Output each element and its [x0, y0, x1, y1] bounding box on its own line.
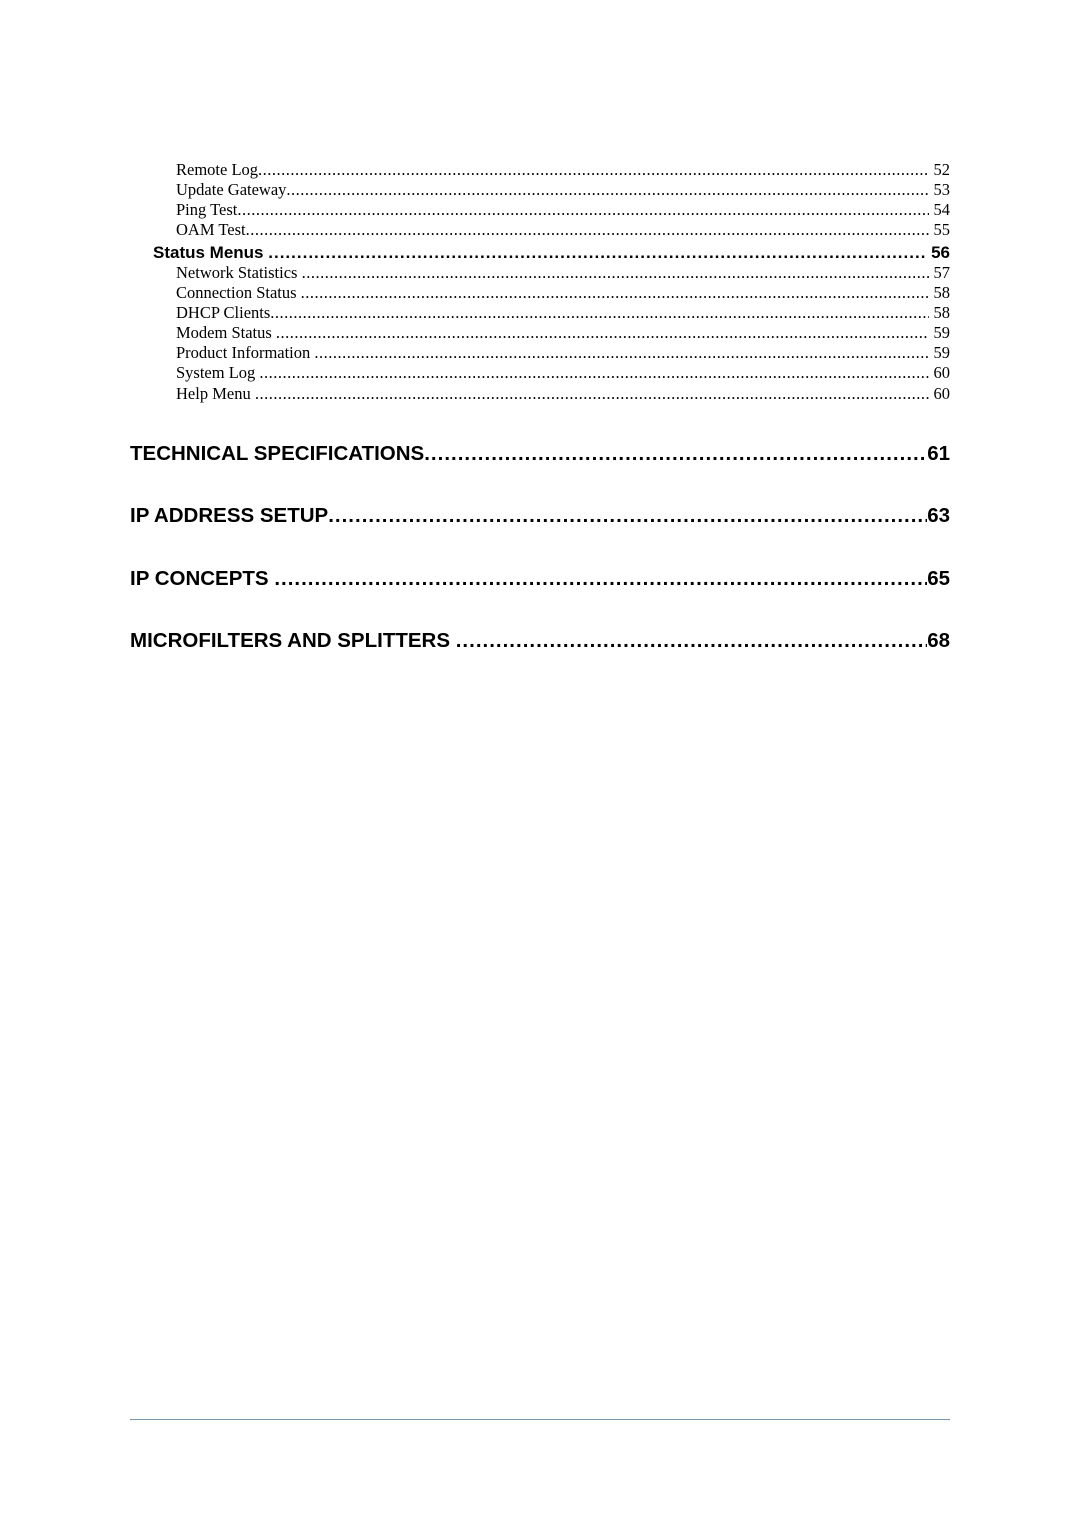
- toc-leader: ........................................…: [268, 242, 926, 263]
- footer-divider: [130, 1419, 950, 1420]
- toc-entry: Remote Log .............................…: [176, 160, 950, 180]
- toc-leader: ........................................…: [424, 442, 927, 467]
- toc-entry: Modem Status ...........................…: [176, 323, 950, 343]
- toc-label: Ping Test: [176, 200, 237, 220]
- toc-leader: ........................................…: [301, 283, 930, 303]
- toc-leader: ........................................…: [328, 504, 927, 529]
- toc-leader: ........................................…: [314, 343, 929, 363]
- toc-label: MICROFILTERS AND SPLITTERS: [130, 629, 456, 654]
- toc-leader: ........................................…: [302, 263, 930, 283]
- toc-label: OAM Test: [176, 220, 246, 240]
- toc-page: 55: [929, 220, 950, 240]
- toc-label: Help Menu: [176, 384, 255, 404]
- toc-leader: ........................................…: [274, 567, 927, 592]
- toc-entry: MICROFILTERS AND SPLITTERS .............…: [130, 629, 950, 654]
- toc-page: 57: [929, 263, 950, 283]
- toc-label: System Log: [176, 363, 259, 383]
- toc-entry: Product Information ....................…: [176, 343, 950, 363]
- toc-page: 60: [929, 384, 950, 404]
- toc-label: Remote Log: [176, 160, 258, 180]
- toc-entry: IP CONCEPTS ............................…: [130, 567, 950, 592]
- toc-page: 53: [929, 180, 950, 200]
- toc-entry: OAM Test ...............................…: [176, 220, 950, 240]
- toc-page: 68: [927, 629, 950, 654]
- toc-leader: ........................................…: [286, 180, 929, 200]
- toc-entry: Help Menu ..............................…: [176, 384, 950, 404]
- toc-label: Product Information: [176, 343, 314, 363]
- toc-leader: ........................................…: [237, 200, 929, 220]
- toc-leader: ........................................…: [456, 629, 927, 654]
- toc-label: Connection Status: [176, 283, 301, 303]
- toc-page: 58: [929, 283, 950, 303]
- page-content: Remote Log .............................…: [0, 0, 1080, 654]
- toc-leader: ........................................…: [276, 323, 929, 343]
- toc-label: Network Statistics: [176, 263, 302, 283]
- toc-entry: Connection Status ......................…: [176, 283, 950, 303]
- toc-entry: DHCP Clients ...........................…: [176, 303, 950, 323]
- toc-entry: IP ADDRESS SETUP .......................…: [130, 504, 950, 529]
- toc-label: TECHNICAL SPECIFICATIONS: [130, 442, 424, 467]
- toc-page: 58: [929, 303, 950, 323]
- toc-entry: Network Statistics .....................…: [176, 263, 950, 283]
- toc-page: 54: [929, 200, 950, 220]
- toc-label: DHCP Clients: [176, 303, 270, 323]
- toc-page: 61: [927, 442, 950, 467]
- toc-leader: ........................................…: [255, 384, 930, 404]
- toc-page: 59: [929, 343, 950, 363]
- toc-entry: Ping Test ..............................…: [176, 200, 950, 220]
- toc-page: 56: [926, 242, 950, 263]
- toc-entry: Status Menus ...........................…: [153, 242, 950, 263]
- toc-label: Status Menus: [153, 242, 268, 263]
- toc-leader: ........................................…: [246, 220, 930, 240]
- toc-page: 60: [929, 363, 950, 383]
- toc-entry: TECHNICAL SPECIFICATIONS ...............…: [130, 442, 950, 467]
- toc-label: Modem Status: [176, 323, 276, 343]
- toc-page: 63: [927, 504, 950, 529]
- toc-page: 65: [927, 567, 950, 592]
- toc-page: 52: [929, 160, 950, 180]
- toc-label: Update Gateway: [176, 180, 286, 200]
- toc-page: 59: [929, 323, 950, 343]
- toc-label: IP CONCEPTS: [130, 567, 274, 592]
- toc-leader: ........................................…: [270, 303, 929, 323]
- toc-entry: Update Gateway .........................…: [176, 180, 950, 200]
- toc-label: IP ADDRESS SETUP: [130, 504, 328, 529]
- toc-leader: ........................................…: [258, 160, 929, 180]
- toc-leader: ........................................…: [259, 363, 929, 383]
- toc-entry: System Log .............................…: [176, 363, 950, 383]
